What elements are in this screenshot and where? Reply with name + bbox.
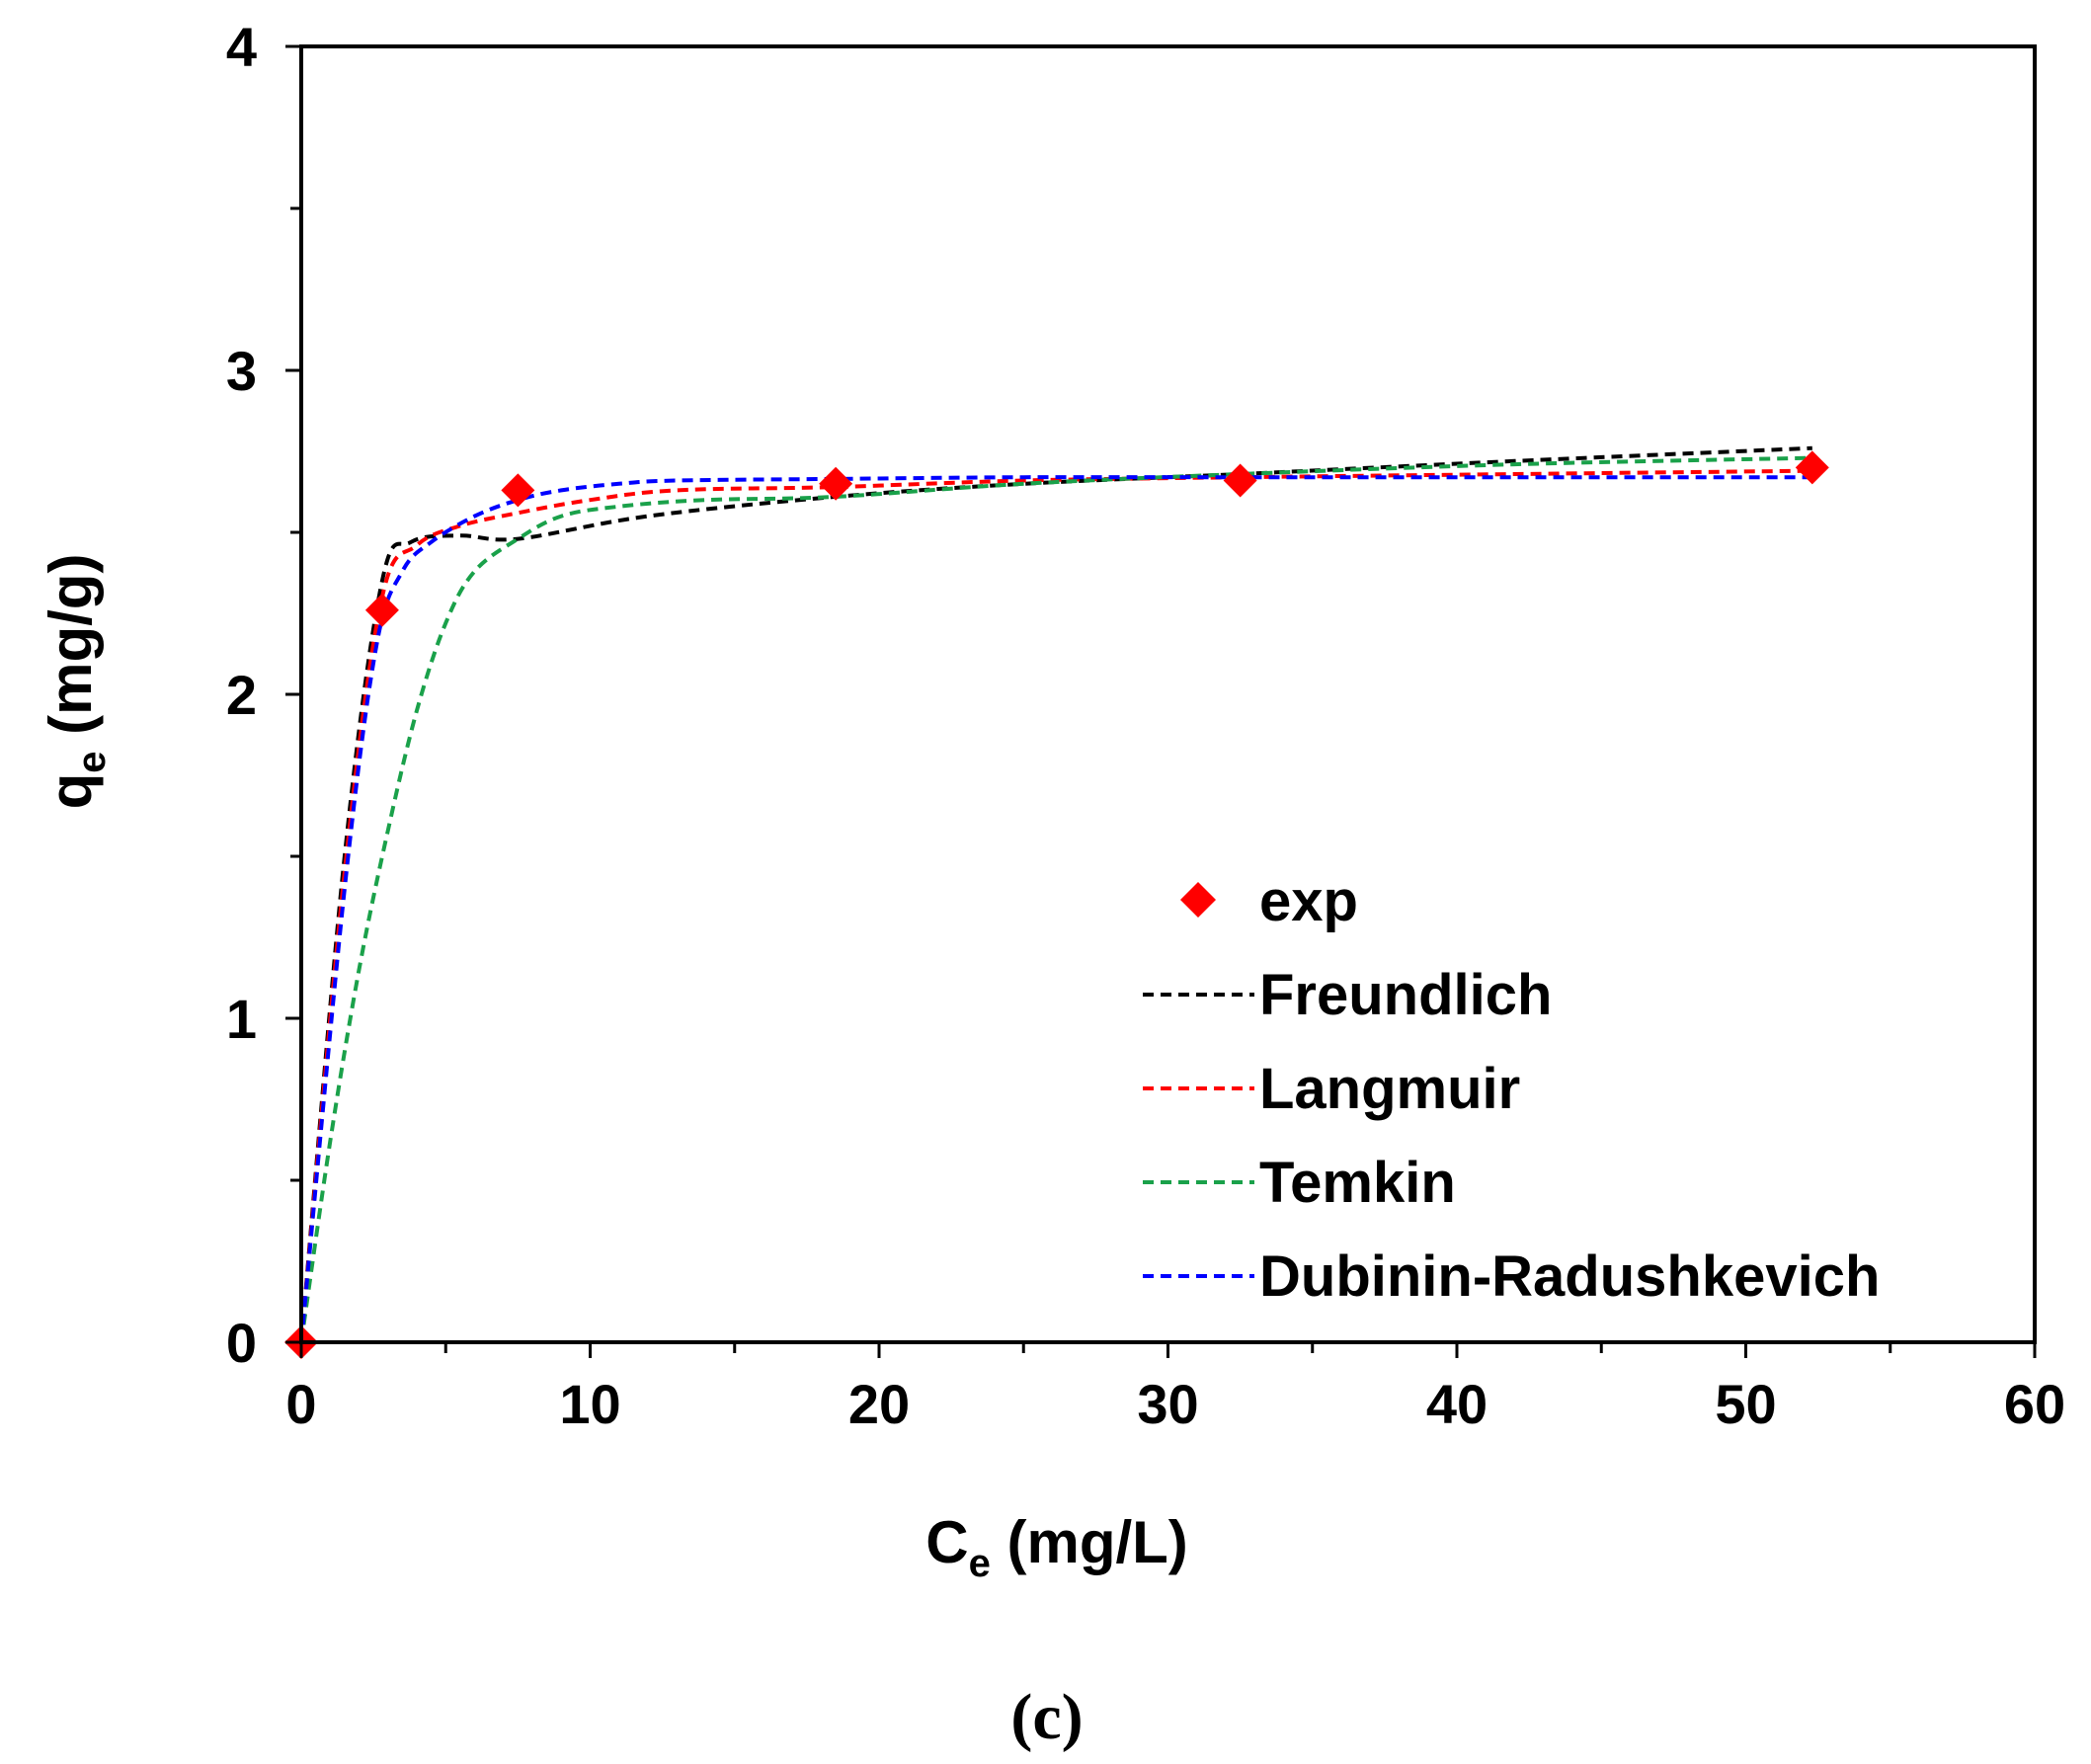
exp-point xyxy=(501,473,535,508)
series-langmuir-curve xyxy=(299,468,1812,1343)
exp-point xyxy=(1795,450,1829,485)
x-tick-label: 40 xyxy=(1426,1373,1488,1435)
experimental-points xyxy=(284,450,1829,1359)
x-tick-label: 20 xyxy=(848,1373,910,1435)
exp-point xyxy=(364,593,399,627)
y-tick-label: 1 xyxy=(226,988,257,1050)
y-tick-label: 4 xyxy=(226,16,257,78)
x-tick-label: 0 xyxy=(285,1373,316,1435)
legend-temkin-label: Temkin xyxy=(1259,1151,1456,1215)
series-temkin-curve xyxy=(299,455,1812,1343)
x-tick-label: 30 xyxy=(1137,1373,1198,1435)
x-tick-label: 50 xyxy=(1715,1373,1776,1435)
legend-langmuir-label: Langmuir xyxy=(1259,1057,1520,1121)
y-tick-label: 2 xyxy=(226,664,257,726)
exp-point xyxy=(819,466,853,501)
y-tick-label: 0 xyxy=(226,1312,257,1374)
x-tick-label: 60 xyxy=(2004,1373,2065,1435)
axis-ticks xyxy=(285,44,2037,1358)
y-axis-title: qe (mg/g) xyxy=(38,554,114,810)
x-tick-label: 10 xyxy=(559,1373,620,1435)
y-tick-labels: 0 1 2 3 4 xyxy=(226,16,257,1374)
x-tick-labels: 0 10 20 30 40 50 60 xyxy=(285,1373,2065,1435)
legend: exp Freundlich Langmuir Temkin Dubinin-R… xyxy=(1143,869,1880,1309)
legend-freundlich-label: Freundlich xyxy=(1259,963,1552,1027)
series-dubinin-radushkevich-curve xyxy=(299,475,1812,1343)
y-tick-label: 3 xyxy=(226,340,257,402)
legend-exp-marker xyxy=(1180,882,1216,918)
fit-curves xyxy=(299,445,1812,1343)
x-axis-title: Ce (mg/L) xyxy=(925,1509,1188,1585)
panel-label: (c) xyxy=(1010,1681,1083,1753)
legend-exp-label: exp xyxy=(1259,869,1358,933)
legend-dr-label: Dubinin-Radushkevich xyxy=(1259,1244,1880,1309)
exp-point xyxy=(1223,463,1257,498)
